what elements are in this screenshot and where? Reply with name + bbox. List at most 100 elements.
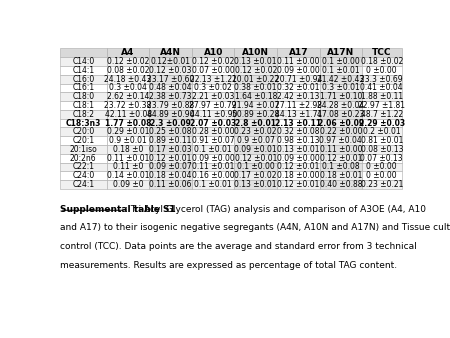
Bar (320, 75, 362, 83)
Bar (149, 145, 192, 154)
Text: 0.11 ±0.01: 0.11 ±0.01 (107, 154, 149, 163)
Text: 0.13 ±0.01: 0.13 ±0.01 (234, 57, 277, 66)
Text: 2.13 ±0.11: 2.13 ±0.11 (275, 119, 321, 127)
Text: C24:0: C24:0 (72, 171, 94, 180)
Text: 0.9 ±0.07: 0.9 ±0.07 (237, 136, 274, 145)
Text: 0.12 ±0.02: 0.12 ±0.02 (107, 57, 149, 66)
Bar (234, 127, 277, 136)
Bar (277, 92, 320, 101)
Text: 2.21 ±0.03: 2.21 ±0.03 (192, 92, 234, 101)
Text: 0.11 ±0.06: 0.11 ±0.06 (149, 180, 192, 189)
Bar (362, 119, 401, 127)
Bar (362, 57, 401, 66)
Text: 23.79 ±0.88: 23.79 ±0.88 (147, 101, 194, 110)
Bar (277, 171, 320, 180)
Text: 0.11 ±0.00: 0.11 ±0.00 (277, 57, 320, 66)
Text: 24.18 ±0.43: 24.18 ±0.43 (104, 75, 152, 83)
Bar (234, 57, 277, 66)
Text: 23.3 ±0.69: 23.3 ±0.69 (360, 75, 403, 83)
Text: 0.12 ±0.01: 0.12 ±0.01 (277, 163, 320, 171)
Bar (192, 66, 234, 75)
Text: 2.07 ±0.03: 2.07 ±0.03 (190, 119, 236, 127)
Bar (149, 75, 192, 83)
Bar (362, 171, 401, 180)
Bar (149, 110, 192, 119)
Text: 0.18 ±0.00: 0.18 ±0.00 (277, 171, 320, 180)
Text: 0.97 ±0.04: 0.97 ±0.04 (320, 136, 362, 145)
Bar (192, 48, 234, 57)
Text: 0.12 ±0.02: 0.12 ±0.02 (234, 66, 277, 75)
Bar (107, 127, 149, 136)
Text: 0.13 ±0.01: 0.13 ±0.01 (234, 180, 277, 189)
Text: 0.08 ±0.13: 0.08 ±0.13 (360, 145, 403, 154)
Bar (277, 83, 320, 92)
Bar (320, 101, 362, 110)
Bar (107, 101, 149, 110)
Text: 0.09 ±0.00: 0.09 ±0.00 (277, 154, 320, 163)
Bar (277, 136, 320, 145)
Bar (277, 180, 320, 189)
Bar (107, 92, 149, 101)
Bar (60, 163, 107, 171)
Bar (192, 180, 234, 189)
Bar (277, 48, 320, 57)
Bar (149, 101, 192, 110)
Text: 0.18 ±0.01: 0.18 ±0.01 (320, 171, 362, 180)
Bar (107, 57, 149, 66)
Bar (107, 75, 149, 83)
Text: 0.1 ±0.08: 0.1 ±0.08 (322, 163, 360, 171)
Text: C22:1: C22:1 (72, 163, 94, 171)
Bar (60, 180, 107, 189)
Text: 0.28 ±0.00: 0.28 ±0.00 (192, 127, 234, 136)
Text: 0.09 ±0.07: 0.09 ±0.07 (149, 163, 192, 171)
Text: C18:3n3: C18:3n3 (66, 119, 101, 127)
Bar (320, 145, 362, 154)
Bar (149, 83, 192, 92)
Bar (320, 110, 362, 119)
Text: 0.91 ±0.07: 0.91 ±0.07 (192, 136, 234, 145)
Text: 0.41 ±0.04: 0.41 ±0.04 (360, 83, 403, 92)
Bar (60, 92, 107, 101)
Bar (107, 180, 149, 189)
Bar (320, 136, 362, 145)
Bar (362, 127, 401, 136)
Bar (320, 48, 362, 57)
Bar (362, 145, 401, 154)
Bar (60, 110, 107, 119)
Text: 44.89 ±0.90: 44.89 ±0.90 (147, 110, 194, 119)
Text: A17: A17 (288, 48, 308, 57)
Bar (192, 110, 234, 119)
Text: C14:0: C14:0 (72, 57, 94, 66)
Bar (149, 163, 192, 171)
Text: 2.06 ±0.09: 2.06 ±0.09 (318, 119, 364, 127)
Bar (60, 57, 107, 66)
Text: A10: A10 (203, 48, 223, 57)
Text: 0.17 ±0.02: 0.17 ±0.02 (234, 171, 277, 180)
Text: C14:1: C14:1 (72, 66, 94, 75)
Bar (60, 66, 107, 75)
Bar (234, 180, 277, 189)
Bar (362, 92, 401, 101)
Text: 0.12±0.01: 0.12±0.01 (151, 57, 191, 66)
Bar (149, 136, 192, 145)
Bar (107, 48, 149, 57)
Text: 0.1 ±0.00: 0.1 ±0.00 (322, 57, 360, 66)
Bar (107, 66, 149, 75)
Text: control (TCC). Data points are the average and standard error from 3 technical: control (TCC). Data points are the avera… (60, 242, 417, 251)
Text: : Tri Acyl Glycerol (TAG) analysis and comparison of A3OE (A4, A10: : Tri Acyl Glycerol (TAG) analysis and c… (125, 204, 426, 214)
Text: 0.18 ±0.04: 0.18 ±0.04 (149, 171, 192, 180)
Bar (320, 171, 362, 180)
Text: 2.8 ±0.01: 2.8 ±0.01 (235, 119, 276, 127)
Bar (192, 101, 234, 110)
Text: 2.38 ±0.73: 2.38 ±0.73 (149, 92, 192, 101)
Bar (277, 127, 320, 136)
Text: 0.23 ±0.21: 0.23 ±0.21 (360, 180, 403, 189)
Bar (149, 171, 192, 180)
Text: 23.17 ±0.60: 23.17 ±0.60 (147, 75, 194, 83)
Text: 0.81 ±0.01: 0.81 ±0.01 (360, 136, 403, 145)
Text: 20.71 ±0.94: 20.71 ±0.94 (274, 75, 322, 83)
Bar (234, 92, 277, 101)
Text: 0.3 ±0.04: 0.3 ±0.04 (109, 83, 147, 92)
Text: 0.09 ±0.01: 0.09 ±0.01 (234, 145, 277, 154)
Bar (60, 48, 107, 57)
